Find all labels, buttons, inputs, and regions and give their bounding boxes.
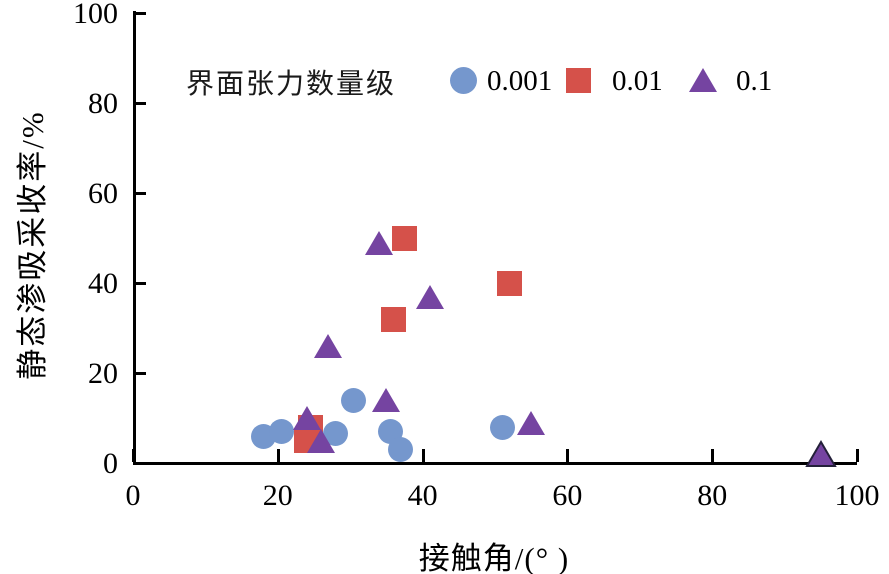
- point-0.1-7: [805, 440, 837, 467]
- y-tick-label-100: 100: [73, 0, 118, 30]
- x-tick-40: [421, 449, 425, 462]
- y-tick-label-80: 80: [88, 87, 118, 120]
- point-0.01-3: [392, 225, 417, 251]
- legend-label-0.01: 0.01: [612, 65, 663, 97]
- legend-marker-0.01-square-icon: [565, 67, 591, 93]
- point-0.001-3: [341, 387, 367, 413]
- x-tick-20: [276, 449, 280, 462]
- legend-title: 界面张力数量级: [186, 69, 397, 100]
- y-tick-label-20: 20: [88, 357, 118, 390]
- x-tick-100: [856, 449, 859, 462]
- x-axis-title: 接触角/(° ): [418, 541, 570, 574]
- point-0.001-1: [268, 419, 294, 444]
- x-tick-label-100: 100: [834, 479, 880, 512]
- x-tick-label-0: 0: [125, 479, 141, 512]
- x-tick-80: [711, 449, 715, 462]
- y-tick-label-60: 60: [88, 177, 118, 210]
- point-0.1-4: [372, 388, 401, 412]
- legend-marker-0.1-triangle-icon: [689, 68, 717, 92]
- x-tick-0: [132, 449, 135, 462]
- y-axis-title: 静态渗吸采收率/%: [15, 110, 50, 380]
- point-0.1-3: [365, 230, 394, 255]
- point-0.1-0: [292, 406, 321, 430]
- y-tick-20: [133, 372, 146, 375]
- y-tick-label-40: 40: [88, 267, 118, 300]
- x-tick-label-20: 20: [262, 479, 293, 512]
- y-tick-label-0: 0: [103, 447, 118, 480]
- point-0.1-5: [415, 284, 444, 309]
- point-0.1-1: [307, 428, 336, 453]
- x-tick-label-60: 60: [552, 479, 583, 512]
- y-tick-0: [133, 462, 146, 465]
- point-0.001-6: [489, 414, 515, 440]
- point-0.1-6: [517, 410, 546, 435]
- y-axis-line: [133, 11, 136, 465]
- legend-label-0.1: 0.1: [736, 65, 773, 97]
- x-tick-60: [566, 449, 570, 462]
- legend-marker-0.001-circle-icon: [449, 66, 477, 94]
- point-0.001-5: [388, 437, 414, 462]
- x-axis-line: [133, 462, 857, 465]
- x-tick-label-80: 80: [697, 479, 728, 512]
- y-tick-100: [133, 12, 146, 15]
- x-tick-label-40: 40: [407, 479, 438, 512]
- point-0.1-2: [314, 334, 343, 358]
- point-0.01-2: [381, 306, 407, 332]
- point-0.01-4: [496, 270, 522, 296]
- y-tick-60: [133, 192, 146, 195]
- legend-label-0.001: 0.001: [487, 65, 553, 97]
- y-tick-40: [133, 282, 146, 285]
- y-tick-80: [133, 102, 146, 105]
